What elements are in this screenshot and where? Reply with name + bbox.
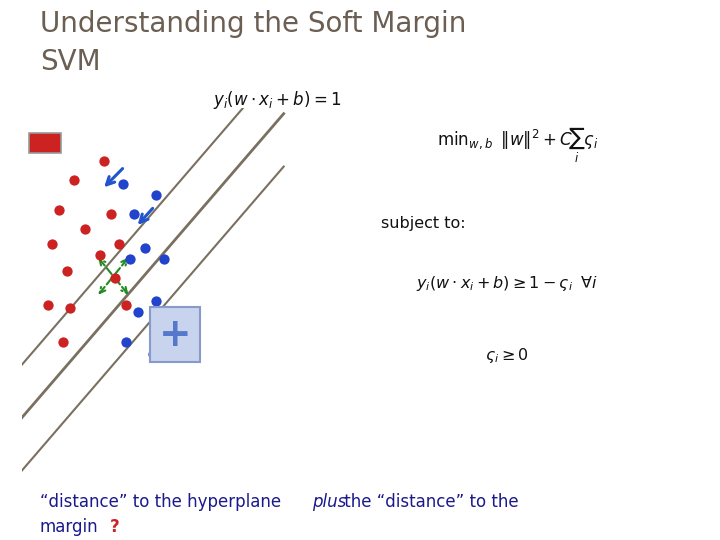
Point bbox=[117, 179, 128, 188]
Point bbox=[94, 251, 106, 260]
Point bbox=[125, 255, 136, 264]
Point bbox=[150, 191, 162, 199]
Text: Understanding the Soft Margin: Understanding the Soft Margin bbox=[40, 10, 467, 38]
Point bbox=[57, 338, 68, 347]
Point bbox=[121, 300, 132, 309]
Point bbox=[106, 210, 117, 218]
Point bbox=[128, 210, 140, 218]
Point bbox=[150, 296, 162, 305]
Text: $y_i(w \cdot x_i + b) \geq 1 - \varsigma_i \;\; \forall i$: $y_i(w \cdot x_i + b) \geq 1 - \varsigma… bbox=[416, 274, 598, 293]
Point bbox=[46, 240, 58, 248]
Point bbox=[166, 315, 177, 324]
Point bbox=[121, 338, 132, 347]
Text: “distance” to the hyperplane: “distance” to the hyperplane bbox=[40, 493, 286, 511]
Text: +: + bbox=[159, 316, 192, 354]
Bar bbox=[29, 133, 61, 153]
Point bbox=[42, 300, 53, 309]
Point bbox=[147, 349, 158, 358]
Text: subject to:: subject to: bbox=[382, 216, 466, 231]
Point bbox=[140, 244, 151, 252]
Text: $y_i(w \cdot x_i + b)=1$: $y_i(w \cdot x_i + b)=1$ bbox=[213, 89, 341, 111]
Text: SVM: SVM bbox=[40, 48, 101, 76]
Point bbox=[60, 266, 72, 275]
Point bbox=[53, 206, 65, 214]
Point bbox=[109, 274, 121, 282]
Point bbox=[113, 240, 125, 248]
Text: margin: margin bbox=[40, 518, 98, 536]
Point bbox=[65, 304, 76, 313]
Point bbox=[158, 255, 170, 264]
Point bbox=[68, 176, 80, 184]
Text: ?: ? bbox=[110, 518, 120, 536]
Text: plus: plus bbox=[312, 493, 346, 511]
Point bbox=[79, 225, 91, 233]
Text: $\varsigma_i \geq 0$: $\varsigma_i \geq 0$ bbox=[485, 346, 528, 365]
Point bbox=[98, 157, 109, 165]
Text: the “distance” to the: the “distance” to the bbox=[339, 493, 518, 511]
Point bbox=[132, 308, 143, 316]
Text: $\mathrm{min}_{w,b}\;\; \|w\|^2 + C\!\sum_i \varsigma_i$: $\mathrm{min}_{w,b}\;\; \|w\|^2 + C\!\su… bbox=[436, 125, 598, 165]
